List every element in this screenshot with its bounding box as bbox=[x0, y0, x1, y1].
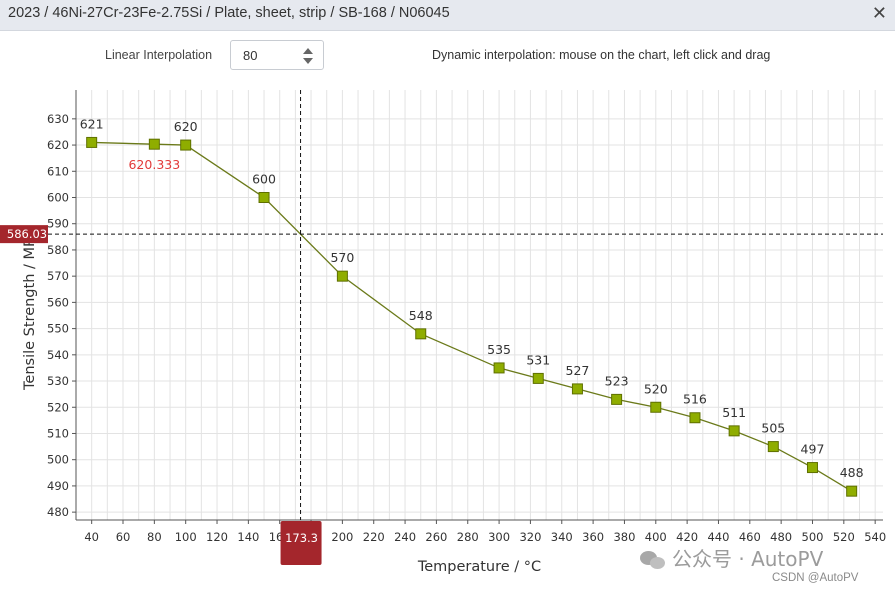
data-label: 600 bbox=[252, 172, 276, 187]
data-label: 527 bbox=[566, 363, 590, 378]
y-tick-label: 560 bbox=[47, 295, 69, 309]
series-line bbox=[91, 141, 852, 492]
data-point bbox=[728, 425, 740, 437]
data-label: 497 bbox=[801, 442, 825, 457]
x-tick-label: 260 bbox=[425, 530, 447, 544]
close-icon[interactable]: ✕ bbox=[871, 3, 887, 24]
watermark: 公众号 · AutoPV bbox=[640, 543, 823, 572]
data-point bbox=[571, 383, 583, 395]
x-tick-label: 340 bbox=[551, 530, 573, 544]
x-tick-label: 380 bbox=[613, 530, 635, 544]
data-point bbox=[689, 412, 701, 424]
x-tick-label: 60 bbox=[116, 530, 131, 544]
y-tick-label: 570 bbox=[47, 269, 69, 283]
x-tick-label: 360 bbox=[582, 530, 604, 544]
x-tick-label: 120 bbox=[206, 530, 228, 544]
data-label: 620 bbox=[174, 119, 198, 134]
y-tick-label: 550 bbox=[47, 322, 69, 336]
x-axis-title: Temperature / °C bbox=[417, 559, 541, 575]
data-label: 511 bbox=[722, 405, 746, 420]
interpolation-stepper[interactable] bbox=[230, 40, 324, 70]
wechat-icon bbox=[640, 550, 666, 571]
dynamic-interpolation-hint: Dynamic interpolation: mouse on the char… bbox=[432, 48, 771, 62]
x-tick-label: 220 bbox=[363, 530, 385, 544]
data-point bbox=[846, 485, 858, 497]
data-label: 488 bbox=[840, 465, 864, 480]
data-label: 523 bbox=[605, 373, 629, 388]
x-tick-label: 520 bbox=[833, 530, 855, 544]
y-tick-label: 540 bbox=[47, 348, 69, 362]
x-tick-label: 420 bbox=[676, 530, 698, 544]
data-label: 621 bbox=[80, 116, 104, 131]
x-tick-label: 540 bbox=[864, 530, 886, 544]
x-tick-label: 280 bbox=[457, 530, 479, 544]
grid bbox=[75, 90, 883, 520]
y-tick-label: 530 bbox=[47, 374, 69, 388]
data-point bbox=[650, 401, 662, 413]
window-title: 2023 / 46Ni-27Cr-23Fe-2.75Si / Plate, sh… bbox=[8, 5, 450, 21]
x-tick-label: 40 bbox=[84, 530, 99, 544]
data-point bbox=[532, 372, 544, 384]
data-point bbox=[336, 270, 348, 282]
y-axis-title: Tensile Strength / MPa bbox=[22, 230, 38, 391]
data-point bbox=[806, 462, 818, 474]
data-label: 535 bbox=[487, 342, 511, 357]
title-bar: 2023 / 46Ni-27Cr-23Fe-2.75Si / Plate, sh… bbox=[0, 0, 895, 31]
data-label: 505 bbox=[761, 421, 785, 436]
data-point bbox=[611, 393, 623, 405]
y-tick-label: 600 bbox=[47, 191, 69, 205]
y-tick-label: 620 bbox=[47, 138, 69, 152]
x-tick-label: 400 bbox=[645, 530, 667, 544]
data-label: 520 bbox=[644, 381, 668, 396]
y-tick-label: 510 bbox=[47, 426, 69, 440]
x-tick-label: 300 bbox=[488, 530, 510, 544]
crosshair-y-badge bbox=[0, 225, 48, 244]
tensile-strength-chart[interactable]: 4060801001201401601802002202402602803003… bbox=[0, 80, 895, 595]
x-tick-label: 240 bbox=[394, 530, 416, 544]
interpolated-label: 620.333 bbox=[128, 157, 180, 172]
data-label: 531 bbox=[526, 352, 550, 367]
x-tick-label: 140 bbox=[237, 530, 259, 544]
crosshair-y-value: 586.03 bbox=[7, 227, 47, 241]
y-tick-label: 580 bbox=[47, 243, 69, 257]
data-point bbox=[258, 192, 270, 203]
crosshair-x-value: 173.3 bbox=[285, 531, 318, 545]
x-tick-label: 320 bbox=[519, 530, 541, 544]
watermark-text: 公众号 · AutoPV bbox=[672, 547, 824, 571]
stepper-down-icon[interactable] bbox=[303, 58, 313, 64]
y-tick-label: 630 bbox=[47, 112, 69, 126]
x-tick-label: 440 bbox=[707, 530, 729, 544]
interpolation-label: Linear Interpolation bbox=[105, 48, 213, 62]
x-tick-label: 80 bbox=[147, 530, 162, 544]
data-point bbox=[767, 441, 779, 453]
y-tick-label: 480 bbox=[47, 505, 69, 519]
data-point bbox=[86, 136, 98, 148]
x-tick-label: 100 bbox=[175, 530, 197, 544]
csdn-watermark: CSDN @AutoPV bbox=[772, 572, 859, 584]
data-label: 570 bbox=[330, 250, 354, 265]
crosshair-x-badge bbox=[280, 521, 322, 565]
x-tick-label: 200 bbox=[331, 530, 353, 544]
data-label: 548 bbox=[409, 308, 433, 323]
data-point bbox=[180, 139, 192, 151]
x-tick-label: 460 bbox=[739, 530, 761, 544]
y-tick-label: 490 bbox=[47, 479, 69, 493]
y-tick-label: 500 bbox=[47, 453, 69, 467]
stepper-up-icon[interactable] bbox=[303, 48, 313, 54]
y-tick-label: 520 bbox=[47, 400, 69, 414]
x-tick-label: 480 bbox=[770, 530, 792, 544]
y-tick-label: 610 bbox=[47, 164, 69, 178]
y-tick-label: 590 bbox=[47, 217, 69, 231]
interpolated-point bbox=[148, 138, 160, 150]
data-point bbox=[415, 328, 427, 340]
data-point bbox=[493, 362, 505, 374]
x-tick-label: 500 bbox=[802, 530, 824, 544]
data-label: 516 bbox=[683, 392, 707, 407]
interpolation-input[interactable] bbox=[241, 47, 300, 64]
